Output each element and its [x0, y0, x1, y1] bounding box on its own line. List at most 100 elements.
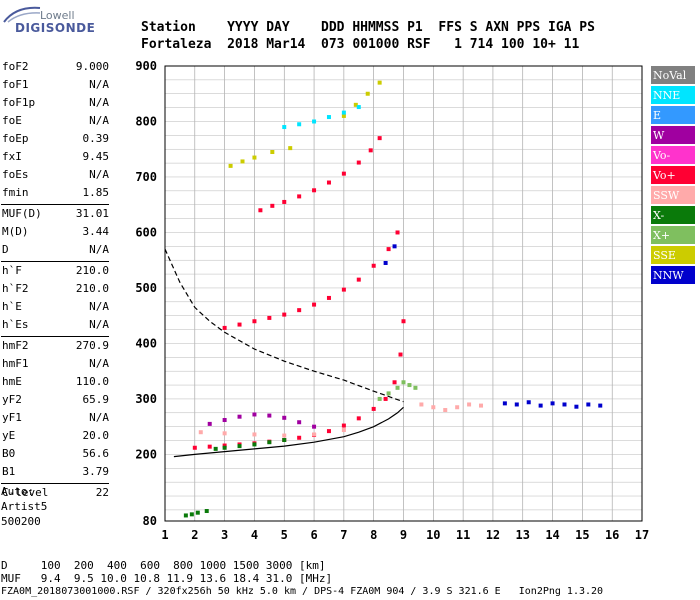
legend-item: E [651, 106, 695, 126]
x-tick-label: 16 [605, 528, 619, 542]
data-point [282, 125, 287, 130]
param-value: 9.45 [82, 150, 110, 163]
footer-file-info: FZA0M_2018073001000.RSF / 320fx256h 50 k… [1, 586, 604, 597]
param-value: N/A [89, 96, 109, 109]
param-label: yF2 [2, 393, 22, 406]
param-label: yF1 [2, 411, 22, 424]
data-point [312, 119, 317, 124]
data-point [326, 295, 331, 300]
param-row: hmF2 270.9 [1, 339, 109, 357]
y-tick-label: 500 [135, 281, 157, 295]
legend-item: X+ [651, 226, 695, 246]
param-value: N/A [89, 168, 109, 181]
data-point [252, 442, 257, 447]
data-point [270, 203, 275, 208]
data-point [237, 444, 242, 449]
param-value: N/A [89, 411, 109, 424]
data-point [183, 513, 188, 518]
data-point [267, 440, 272, 445]
data-point [252, 412, 257, 417]
param-label: foEp [2, 132, 29, 145]
legend-item: Vo- [651, 146, 695, 166]
param-label: B1 [2, 465, 16, 478]
param-row: yF1 N/A [1, 411, 109, 429]
data-point [258, 208, 263, 213]
x-tick-label: 2 [191, 528, 198, 542]
param-row: foEs N/A [1, 168, 109, 186]
param-label: fxI [2, 150, 22, 163]
param-label: h`F [2, 264, 22, 277]
data-point [222, 325, 227, 330]
param-label: hmE [2, 375, 22, 388]
data-point [538, 403, 543, 408]
x-tick-label: 13 [516, 528, 530, 542]
param-value: 210.0 [75, 282, 109, 295]
data-point [365, 91, 370, 96]
digisonde-logo-icon [3, 6, 41, 23]
data-point [467, 402, 472, 407]
y-tick-label: 400 [135, 336, 157, 350]
param-label: yE [2, 429, 16, 442]
legend-item: Vo+ [651, 166, 695, 186]
data-point [401, 319, 406, 324]
data-point [377, 80, 382, 85]
header-line-2: Fortaleza 2018 Mar14 073 001000 RSF 1 71… [141, 37, 580, 52]
data-point [443, 408, 448, 413]
data-point [198, 430, 203, 435]
x-tick-label: 5 [281, 528, 288, 542]
param-row: MUF(D) 31.01 [1, 207, 109, 225]
param-label: D [2, 243, 9, 256]
auto-program: Artist5 [1, 500, 48, 513]
data-point [413, 385, 418, 390]
param-value: N/A [89, 318, 109, 331]
param-label: foF2 [2, 60, 29, 73]
auto-label: Auto: [1, 485, 35, 498]
data-marks [183, 80, 603, 518]
param-label: h`Es [2, 318, 29, 331]
data-point [252, 319, 257, 324]
data-point [297, 308, 302, 313]
data-point [383, 396, 388, 401]
plot-frame [164, 65, 643, 522]
x-tick-label: 3 [221, 528, 228, 542]
param-value: 210.0 [75, 264, 109, 277]
data-point [213, 446, 218, 451]
y-tick-label: 200 [135, 447, 157, 461]
param-value: 0.39 [82, 132, 110, 145]
data-point [401, 380, 406, 385]
data-point [377, 136, 382, 141]
data-point [356, 105, 361, 110]
data-point [282, 199, 287, 204]
y-tick-label: 600 [135, 225, 157, 239]
data-point [189, 512, 194, 517]
data-point [297, 122, 302, 127]
param-separator [1, 483, 109, 484]
data-point [383, 260, 388, 265]
data-point [270, 150, 275, 155]
logo-text-lowell: Lowell [40, 9, 75, 22]
data-point [297, 194, 302, 199]
data-point [398, 352, 403, 357]
legend-item: X- [651, 206, 695, 226]
data-point [341, 428, 346, 432]
data-point [237, 414, 242, 419]
x-tick-label: 10 [426, 528, 440, 542]
param-value: N/A [89, 114, 109, 127]
param-label: h`E [2, 300, 22, 313]
x-tick-label: 1 [161, 528, 168, 542]
param-label: MUF(D) [2, 207, 42, 220]
param-row: foEp 0.39 [1, 132, 109, 150]
y-tick-label: 300 [135, 392, 157, 406]
data-point [312, 432, 317, 437]
grid-lines [164, 65, 643, 521]
y-tick-label: 900 [135, 59, 157, 73]
data-point [240, 159, 245, 164]
param-separator [1, 336, 109, 337]
param-label: B0 [2, 447, 16, 460]
data-point [377, 396, 382, 401]
legend-item: W [651, 126, 695, 146]
param-label: hmF2 [2, 339, 29, 352]
param-row: hmF1 N/A [1, 357, 109, 375]
data-point [479, 403, 484, 408]
param-label: foEs [2, 168, 29, 181]
